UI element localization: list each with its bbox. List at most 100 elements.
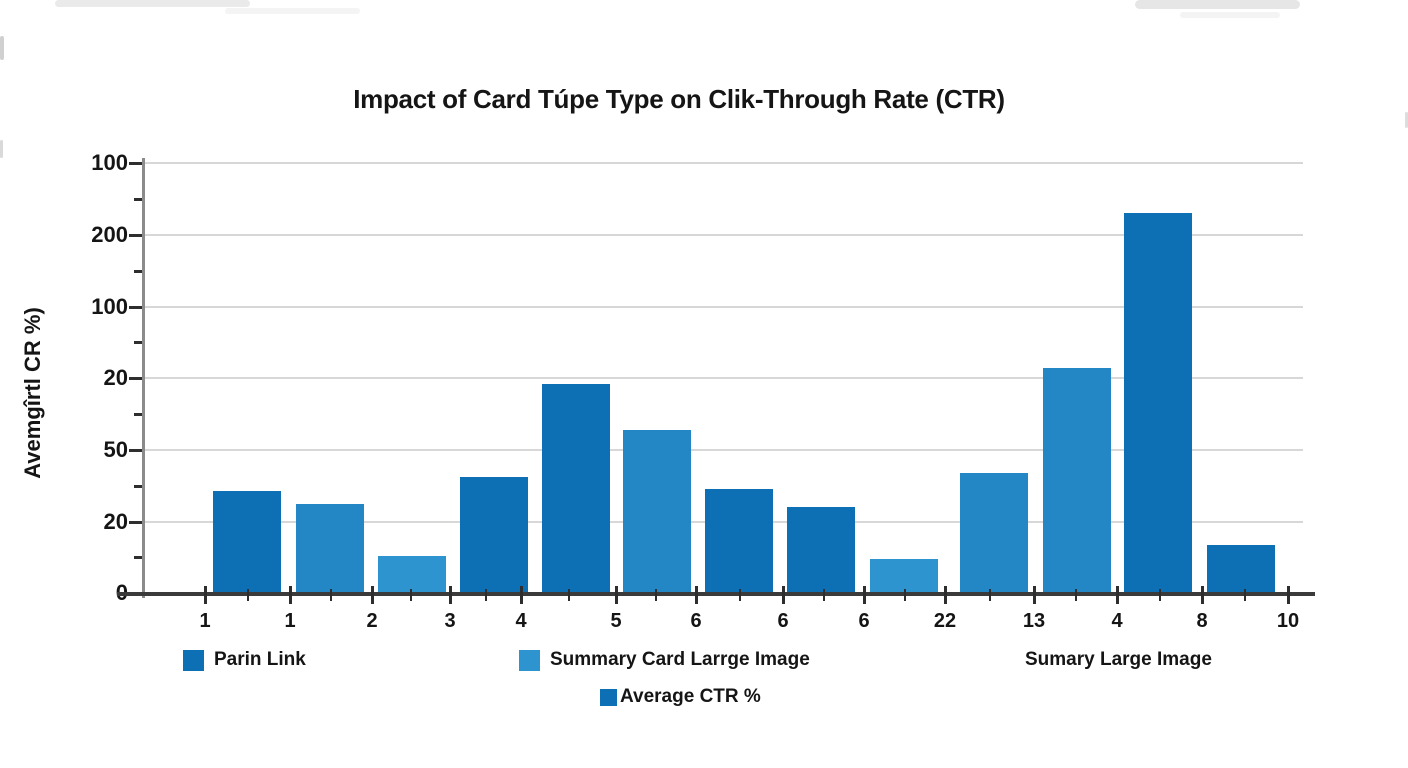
- bar: [378, 556, 446, 596]
- grid-line: [143, 234, 1303, 236]
- x-tick-major: [288, 586, 292, 604]
- bar: [296, 504, 364, 596]
- grid-line: [143, 162, 1303, 164]
- bar: [705, 489, 773, 596]
- y-tick-label: 50: [103, 437, 128, 462]
- x-tick-minor: [410, 589, 412, 601]
- legend-label: Sumary Large Image: [1025, 649, 1212, 670]
- x-tick-minor: [903, 589, 906, 601]
- x-tick-label: 4: [515, 610, 527, 632]
- artifact-smudge-top-left: [55, 0, 250, 7]
- x-tick-label: 3: [444, 610, 456, 632]
- x-tick-label: 1: [199, 610, 211, 632]
- x-tick-major: [943, 586, 947, 604]
- x-tick-minor: [330, 589, 332, 601]
- y-tick-minor: [134, 269, 144, 273]
- legend-swatch: [600, 688, 617, 706]
- x-tick-major: [1115, 586, 1119, 604]
- legend-item-3: Sumary Large Image: [1025, 649, 1212, 671]
- x-tick-minor: [567, 589, 570, 601]
- x-tick-major: [1286, 586, 1290, 604]
- x-tick-major: [1200, 586, 1204, 604]
- y-tick-major: [129, 161, 144, 165]
- x-tick-major: [781, 586, 785, 604]
- bar: [460, 477, 528, 596]
- x-tick-minor: [1074, 589, 1077, 601]
- x-tick-minor: [738, 589, 741, 601]
- y-tick-label: 100: [91, 150, 128, 175]
- x-tick-major: [862, 586, 866, 604]
- x-tick-major: [614, 586, 618, 604]
- y-tick-label: 20: [103, 509, 128, 534]
- x-tick-label: 6: [858, 610, 870, 632]
- grid-line: [143, 306, 1303, 308]
- x-tick-minor: [484, 589, 487, 601]
- artifact-smudge-top-right: [1135, 0, 1300, 9]
- y-tick-major: [129, 520, 144, 524]
- legend-swatch: [183, 649, 204, 671]
- y-tick-major: [129, 305, 144, 309]
- y-tick-minor: [134, 341, 144, 344]
- bar: [1124, 213, 1192, 596]
- x-tick-label: 2: [366, 610, 378, 632]
- y-tick-label: 200: [91, 222, 128, 247]
- artifact-smudge-right-edge: [1405, 112, 1408, 128]
- x-axis-line: [117, 592, 1315, 596]
- y-tick-minor: [134, 556, 144, 559]
- x-tick-minor: [655, 589, 657, 601]
- x-tick-minor: [988, 589, 991, 601]
- bar: [213, 491, 281, 596]
- x-tick-label: 5: [610, 610, 622, 632]
- bar: [542, 384, 610, 596]
- bar: [787, 507, 855, 596]
- x-tick-major: [448, 586, 452, 604]
- legend-label: Average CTR %: [620, 686, 761, 707]
- artifact-smudge-left-edge-2: [0, 140, 3, 158]
- y-tick-minor: [134, 197, 144, 201]
- x-tick-label: 8: [1196, 610, 1208, 632]
- legend-item-1: Parin Link: [183, 649, 306, 671]
- bar: [1207, 545, 1275, 596]
- x-tick-major: [203, 586, 207, 604]
- x-tick-major: [519, 586, 523, 604]
- x-tick-label: 6: [690, 610, 702, 632]
- artifact-smudge-left-edge-1: [0, 36, 4, 60]
- y-tick-label: 100: [91, 294, 128, 319]
- bar: [623, 430, 691, 596]
- legend-item-2: Summary Card Larrge Image: [519, 649, 810, 671]
- y-tick-major: [129, 448, 144, 452]
- legend-label: Parin Link: [214, 649, 306, 670]
- x-tick-label: 1: [284, 610, 296, 632]
- y-tick-minor: [134, 412, 144, 416]
- y-axis-line: [142, 158, 145, 598]
- x-tick-minor: [246, 589, 249, 601]
- artifact-smudge-top-right-2: [1180, 12, 1280, 18]
- y-tick-major: [129, 233, 144, 237]
- bar: [1043, 368, 1111, 596]
- x-tick-label: 13: [1022, 610, 1046, 632]
- legend-label: Summary Card Larrge Image: [550, 649, 810, 670]
- legend-swatch: [519, 649, 540, 671]
- x-tick-label: 10: [1276, 610, 1300, 632]
- grid-line: [143, 377, 1303, 379]
- bar: [960, 473, 1028, 596]
- chart-title: Impact of Card Túpe Type on Clik-Through…: [353, 84, 1005, 114]
- x-tick-minor: [822, 589, 825, 601]
- x-tick-minor: [1244, 589, 1246, 601]
- x-tick-major: [694, 586, 698, 604]
- x-tick-major: [1032, 586, 1036, 604]
- x-tick-label: 22: [933, 610, 957, 632]
- grid-line: [143, 449, 1303, 451]
- x-tick-label: 4: [1111, 610, 1123, 632]
- x-tick-major: [370, 586, 374, 604]
- artifact-smudge-top-left-2: [225, 8, 360, 14]
- y-tick-label: 20: [103, 365, 128, 390]
- y-tick-minor: [134, 484, 144, 488]
- x-tick-minor: [1158, 589, 1161, 601]
- legend-item-4: Average CTR %: [600, 686, 761, 708]
- y-tick-major: [129, 376, 144, 380]
- x-tick-label: 6: [777, 610, 789, 632]
